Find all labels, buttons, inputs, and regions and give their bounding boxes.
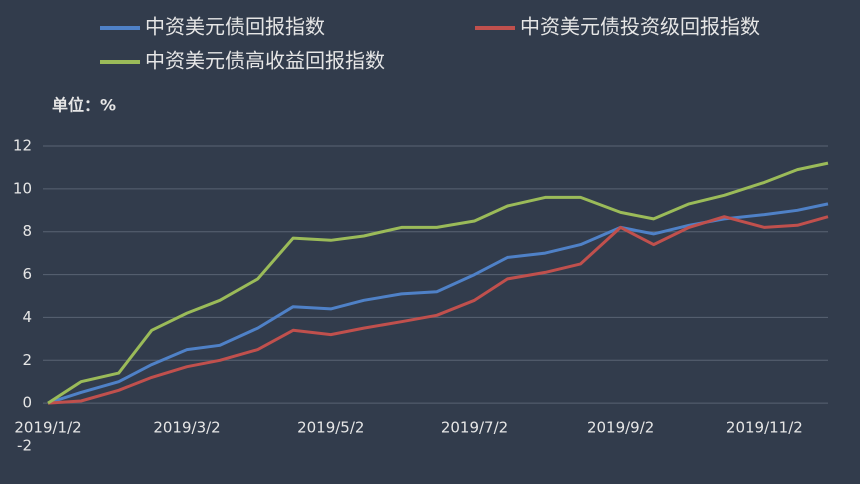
x-tick-label: 2019/7/2 <box>441 419 508 437</box>
legend-label: 中资美元债高收益回报指数 <box>145 49 385 73</box>
y-tick-label: 0 <box>22 394 32 412</box>
x-tick-label: 2019/3/2 <box>153 419 220 437</box>
y-tick-label: 4 <box>22 308 32 326</box>
y-tick-label: 6 <box>22 265 32 283</box>
y-tick-label: 2 <box>22 351 32 369</box>
y-tick-label: 8 <box>22 222 32 240</box>
y-tick-label: -2 <box>17 437 32 455</box>
series-line <box>47 161 829 405</box>
x-tick-label: 2019/1/2 <box>14 419 81 437</box>
x-tick-label: 2019/5/2 <box>297 419 364 437</box>
unit-label: 单位：% <box>52 96 116 115</box>
y-tick-label: 12 <box>13 137 32 155</box>
legend-label: 中资美元债回报指数 <box>145 15 325 39</box>
legend-label: 中资美元债投资级回报指数 <box>520 15 760 39</box>
x-tick-label: 2019/11/2 <box>726 419 803 437</box>
x-tick-label: 2019/9/2 <box>587 419 654 437</box>
series-line <box>47 215 829 405</box>
y-tick-label: 10 <box>13 179 32 197</box>
